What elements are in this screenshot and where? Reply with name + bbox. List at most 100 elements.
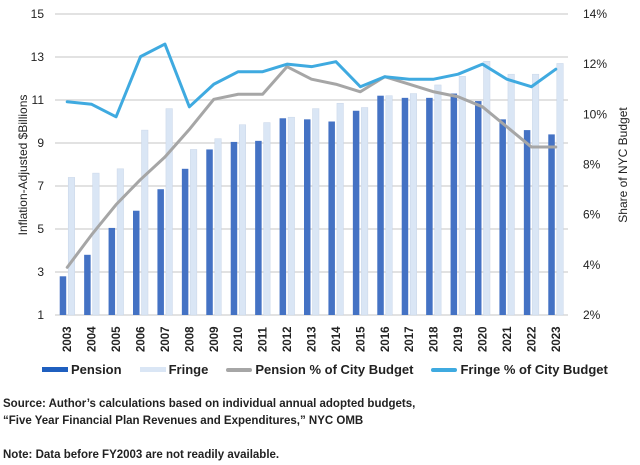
bar-pension xyxy=(304,119,311,315)
bar-fringe xyxy=(361,107,369,316)
bar-pension xyxy=(523,130,531,315)
x-tick-label: 2015 xyxy=(355,326,367,352)
x-tick-label: 2016 xyxy=(380,326,392,352)
lines xyxy=(65,42,558,269)
x-tick-label: 2019 xyxy=(453,326,465,352)
x-tick-label: 2017 xyxy=(404,326,416,352)
right-tick-label: 6% xyxy=(583,208,601,222)
bar-pension xyxy=(181,168,189,315)
left-tick-label: 3 xyxy=(37,265,44,279)
legend-swatch-fringe xyxy=(139,367,166,372)
bar-fringe xyxy=(214,138,222,316)
bar-pension xyxy=(230,141,238,315)
x-tick-label: 2023 xyxy=(551,326,563,352)
x-tick-label: 2020 xyxy=(478,326,490,352)
x-tick-label: 2005 xyxy=(111,326,123,352)
bar-pension xyxy=(475,101,482,315)
left-tick-label: 15 xyxy=(31,7,45,21)
legend: Pension Fringe Pension % of City Budget … xyxy=(42,362,626,377)
left-tick-label: 9 xyxy=(37,136,44,150)
legend-swatch-fringe-pct xyxy=(431,367,458,372)
x-tick-label: 2006 xyxy=(136,326,148,352)
left-tick-label: 5 xyxy=(37,222,44,236)
bar-fringe xyxy=(434,84,442,316)
legend-item-fringe-pct: Fringe % of City Budget xyxy=(431,362,608,377)
bar-pension xyxy=(548,134,555,315)
bar-pension xyxy=(84,254,91,315)
bar-fringe xyxy=(92,172,100,316)
bar-pension xyxy=(499,119,506,315)
right-tick-label: 14% xyxy=(583,7,607,21)
bar-fringe xyxy=(165,108,173,316)
x-tick-label: 2003 xyxy=(62,326,74,352)
x-tick-label: 2008 xyxy=(184,326,196,352)
bar-pension xyxy=(206,149,213,315)
bar-fringe xyxy=(67,177,75,316)
legend-swatch-pension xyxy=(42,367,68,372)
line-fringe-pct xyxy=(65,42,558,119)
bar-pension xyxy=(279,118,287,316)
bar-fringe xyxy=(532,73,540,316)
left-tick-label: 13 xyxy=(31,50,45,64)
bar-fringe xyxy=(287,116,295,316)
x-tick-label: 2012 xyxy=(282,326,294,352)
x-tick-label: 2018 xyxy=(429,326,441,352)
x-tick-label: 2007 xyxy=(160,326,172,352)
bar-fringe xyxy=(385,95,393,316)
legend-label: Pension % of City Budget xyxy=(255,362,414,377)
bar-pension xyxy=(401,97,409,315)
left-tick-label: 11 xyxy=(32,93,45,107)
x-tick-label: 2014 xyxy=(331,326,343,352)
bar-fringe xyxy=(336,102,344,316)
left-tick-label: 7 xyxy=(37,179,44,193)
legend-item-fringe: Fringe xyxy=(139,362,209,377)
left-tick-label: 1 xyxy=(37,308,44,322)
right-tick-label: 4% xyxy=(583,258,601,272)
line-pension-pct xyxy=(65,65,558,269)
right-tick-label: 8% xyxy=(583,158,601,172)
right-axis-title: Share of NYC Budget xyxy=(616,107,630,223)
x-tick-label: 2021 xyxy=(502,326,514,352)
bar-pension xyxy=(157,189,164,315)
bar-fringe xyxy=(556,63,564,316)
x-tick-label: 2004 xyxy=(87,326,99,352)
x-tick-label: 2009 xyxy=(209,326,221,352)
bar-pension xyxy=(328,121,335,315)
bar-fringe xyxy=(263,122,271,316)
legend-item-pension: Pension xyxy=(42,362,122,377)
source-line-2: “Five Year Financial Plan Revenues and E… xyxy=(3,415,364,427)
chart-notes: Source: Author’s calculations based on i… xyxy=(3,396,415,464)
bar-pension xyxy=(426,97,433,315)
right-axis-ticks: 2% 4% 6% 8% 10% 12% 14% xyxy=(583,7,607,322)
right-tick-label: 10% xyxy=(583,107,607,121)
bar-fringe xyxy=(483,61,491,316)
bar-fringe xyxy=(507,73,515,316)
x-tick-label: 2022 xyxy=(526,326,538,352)
bar-fringe xyxy=(141,129,149,316)
bar-fringe xyxy=(116,168,124,316)
bar-pension xyxy=(377,95,384,315)
x-axis-ticks: 2003 2004 2005 2006 2007 2008 2009 2010 2011 2012… xyxy=(62,326,563,352)
bar-pension xyxy=(255,140,262,315)
bar-pension xyxy=(59,276,67,315)
legend-item-pension-pct: Pension % of City Budget xyxy=(226,362,413,377)
source-line-1: Source: Author’s calculations based on i… xyxy=(3,398,416,410)
bars xyxy=(59,61,564,316)
bar-fringe xyxy=(190,149,198,316)
legend-label: Fringe % of City Budget xyxy=(460,362,608,377)
left-axis-title: Inflation-Adjusted $Billions xyxy=(16,95,30,236)
gridlines xyxy=(55,13,568,316)
bar-pension xyxy=(352,110,360,315)
data-note: Note: Data before FY2003 are not readily… xyxy=(3,449,280,461)
bar-pension xyxy=(450,93,458,315)
x-tick-label: 2013 xyxy=(307,326,319,352)
legend-label: Fringe xyxy=(168,362,209,377)
bar-pension xyxy=(133,210,140,315)
legend-label: Pension xyxy=(71,362,122,377)
bar-fringe xyxy=(312,108,320,316)
bar-fringe xyxy=(458,76,466,316)
x-tick-label: 2011 xyxy=(258,326,270,352)
x-tick-label: 2010 xyxy=(233,326,245,352)
right-tick-label: 2% xyxy=(583,308,601,322)
